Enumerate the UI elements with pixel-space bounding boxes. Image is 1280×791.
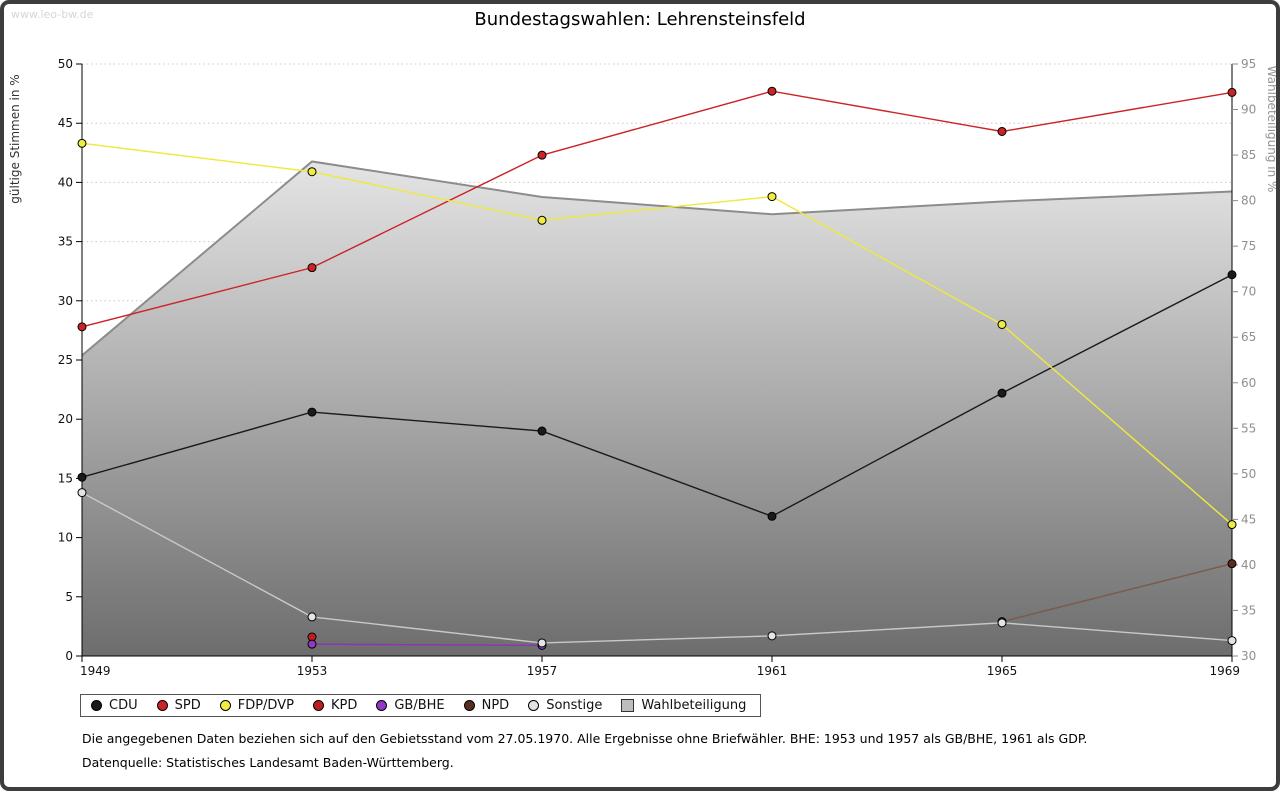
- svg-text:35: 35: [58, 235, 73, 249]
- svg-text:50: 50: [1241, 467, 1256, 481]
- legend-item-fdp-dvp: FDP/DVP: [219, 698, 294, 713]
- svg-text:85: 85: [1241, 148, 1256, 162]
- svg-text:30: 30: [1241, 649, 1256, 663]
- svg-text:10: 10: [58, 531, 73, 545]
- square-marker-icon: [621, 699, 635, 712]
- svg-text:45: 45: [58, 116, 73, 130]
- legend-label: Wahlbeteiligung: [641, 698, 747, 713]
- svg-text:1957: 1957: [527, 664, 558, 678]
- legend-label: CDU: [109, 698, 138, 713]
- circle-marker-icon: [219, 700, 231, 711]
- legend-item-wahlbeteiligung: Wahlbeteiligung: [621, 698, 746, 713]
- legend-item-sonstige: Sonstige: [528, 698, 602, 713]
- svg-text:1965: 1965: [987, 664, 1018, 678]
- svg-text:60: 60: [1241, 376, 1256, 390]
- circle-marker-icon: [312, 700, 324, 711]
- svg-text:1961: 1961: [757, 664, 788, 678]
- footnote-2: Datenquelle: Statistisches Landesamt Bad…: [82, 755, 454, 770]
- svg-text:90: 90: [1241, 103, 1256, 117]
- svg-text:80: 80: [1241, 194, 1256, 208]
- legend-label: SPD: [174, 698, 201, 713]
- svg-text:20: 20: [58, 412, 73, 426]
- svg-text:55: 55: [1241, 421, 1256, 435]
- legend-item-gb-bhe: GB/BHE: [376, 698, 445, 713]
- circle-marker-icon: [463, 700, 475, 711]
- svg-text:45: 45: [1241, 512, 1256, 526]
- legend-label: GB/BHE: [394, 698, 445, 713]
- svg-text:50: 50: [58, 57, 73, 71]
- svg-text:gültige Stimmen in %: gültige Stimmen in %: [8, 74, 22, 203]
- svg-text:95: 95: [1241, 57, 1256, 71]
- legend-item-npd: NPD: [463, 698, 510, 713]
- chart-legend: CDU SPD FDP/DVP KPD GB/BHE NPD Sonstige Wahlbet…: [80, 694, 762, 717]
- svg-text:1969: 1969: [1209, 664, 1240, 678]
- legend-item-cdu: CDU: [91, 698, 138, 713]
- circle-marker-icon: [376, 700, 388, 711]
- svg-text:Wahlbeteiligung in %: Wahlbeteiligung in %: [1265, 66, 1279, 193]
- circle-marker-icon: [528, 700, 540, 711]
- svg-text:25: 25: [58, 353, 73, 367]
- legend-item-spd: SPD: [156, 698, 201, 713]
- svg-text:0: 0: [65, 649, 73, 663]
- watermark: www.leo-bw.de: [11, 8, 94, 21]
- legend-label: Sonstige: [546, 698, 603, 713]
- svg-text:1953: 1953: [297, 664, 328, 678]
- svg-text:65: 65: [1241, 330, 1256, 344]
- circle-marker-icon: [91, 700, 102, 711]
- svg-text:70: 70: [1241, 285, 1256, 299]
- svg-text:1949: 1949: [80, 664, 111, 678]
- svg-text:30: 30: [58, 294, 73, 308]
- svg-text:15: 15: [58, 471, 73, 485]
- svg-text:35: 35: [1241, 603, 1256, 617]
- footnote-1: Die angegebenen Daten beziehen sich auf …: [82, 731, 1088, 746]
- legend-label: FDP/DVP: [237, 698, 294, 713]
- legend-item-kpd: KPD: [312, 698, 358, 713]
- legend-label: NPD: [481, 698, 510, 713]
- legend-label: KPD: [330, 698, 358, 713]
- svg-text:40: 40: [58, 175, 73, 189]
- svg-text:40: 40: [1241, 558, 1256, 572]
- chart-title: Bundestagswahlen: Lehrensteinsfeld: [474, 9, 806, 30]
- chart-area: 0 5 10 15 20 25 30 35 40 45 50 30 35 40 45 50 55 60 65 70 75…: [8, 57, 1279, 678]
- circle-marker-icon: [156, 700, 168, 711]
- svg-text:5: 5: [65, 590, 73, 604]
- svg-text:75: 75: [1241, 239, 1256, 253]
